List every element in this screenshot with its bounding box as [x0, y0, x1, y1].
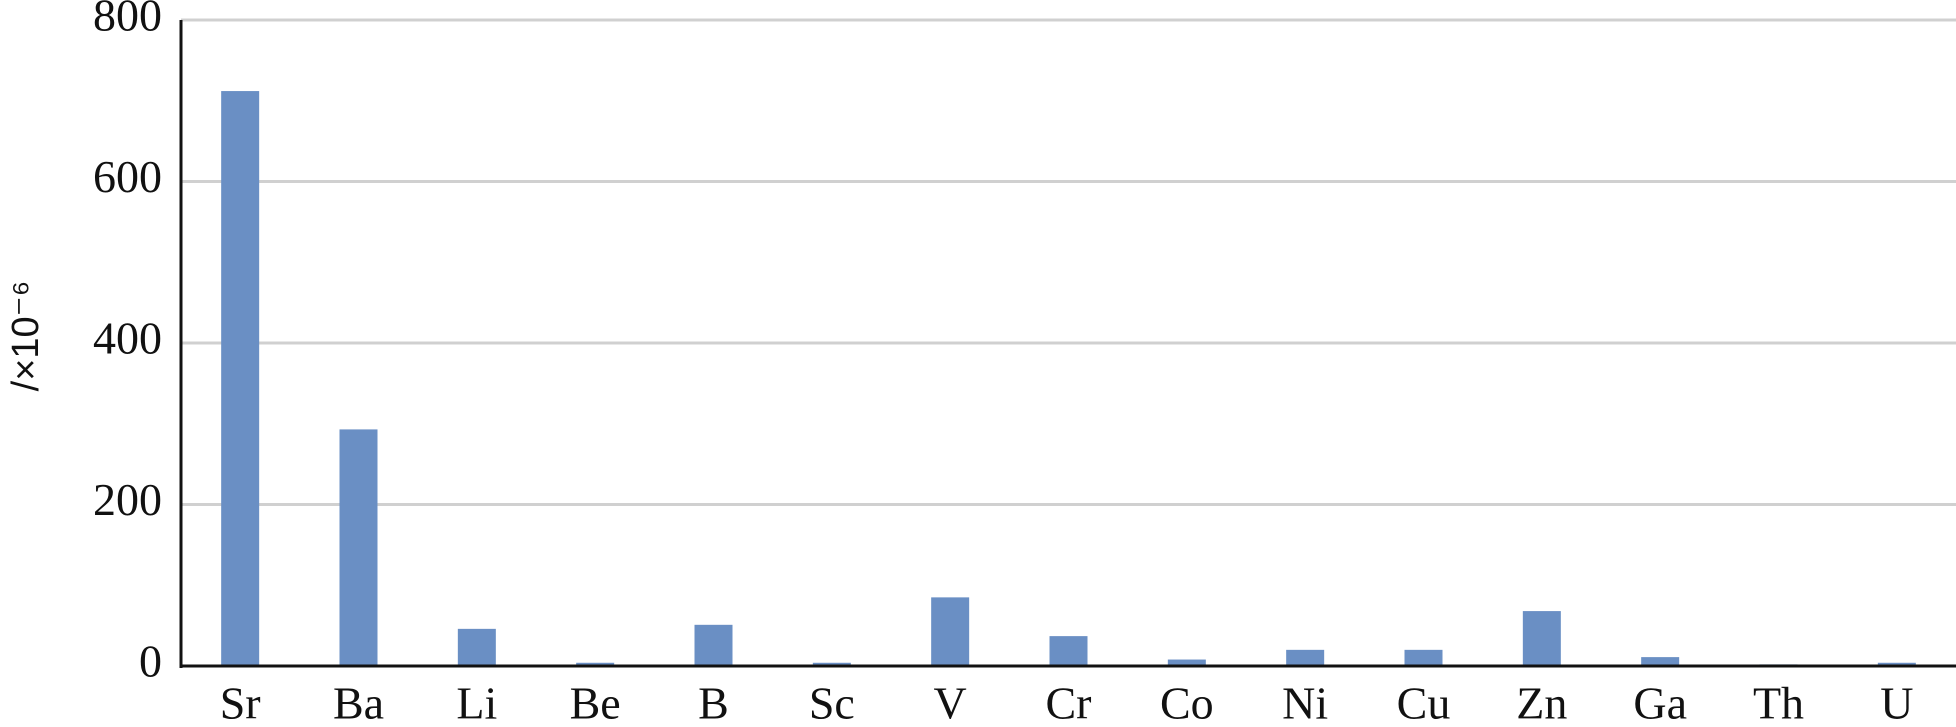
- bar: [576, 662, 615, 666]
- y-tick-label: 600: [93, 151, 162, 202]
- x-tick-label: Be: [570, 678, 621, 727]
- bar: [339, 429, 378, 666]
- bar: [1404, 649, 1443, 666]
- x-tick-label: V: [934, 678, 967, 727]
- bar: [694, 624, 733, 666]
- y-tick-label: 200: [93, 474, 162, 525]
- bar: [1877, 662, 1916, 666]
- bar: [1049, 636, 1088, 666]
- x-tick-label: Sr: [220, 678, 261, 727]
- bar: [931, 597, 970, 666]
- x-tick-label: Ni: [1282, 678, 1328, 727]
- bar: [812, 662, 851, 666]
- bar: [1286, 649, 1325, 666]
- y-tick-label: 0: [139, 636, 162, 687]
- x-tick-label: Ga: [1633, 678, 1687, 727]
- x-tick-label: Li: [456, 678, 497, 727]
- x-tick-label: Cr: [1046, 678, 1092, 727]
- x-tick-label: Zn: [1516, 678, 1567, 727]
- bar: [1641, 657, 1680, 666]
- y-axis-label: /×10⁻⁶: [5, 281, 47, 392]
- x-tick-label: Co: [1160, 678, 1214, 727]
- x-tick-label: Th: [1753, 678, 1804, 727]
- bar: [1167, 659, 1206, 666]
- bar: [457, 628, 496, 666]
- x-tick-label: Cu: [1397, 678, 1451, 727]
- x-tick-label: Ba: [333, 678, 384, 727]
- x-tick-label: B: [698, 678, 729, 727]
- x-tick-label: U: [1880, 678, 1913, 727]
- bar: [1522, 611, 1561, 666]
- y-tick-label: 800: [93, 0, 162, 41]
- x-tick-label: Sc: [809, 678, 855, 727]
- bar: [221, 91, 260, 666]
- y-tick-label: 400: [93, 313, 162, 364]
